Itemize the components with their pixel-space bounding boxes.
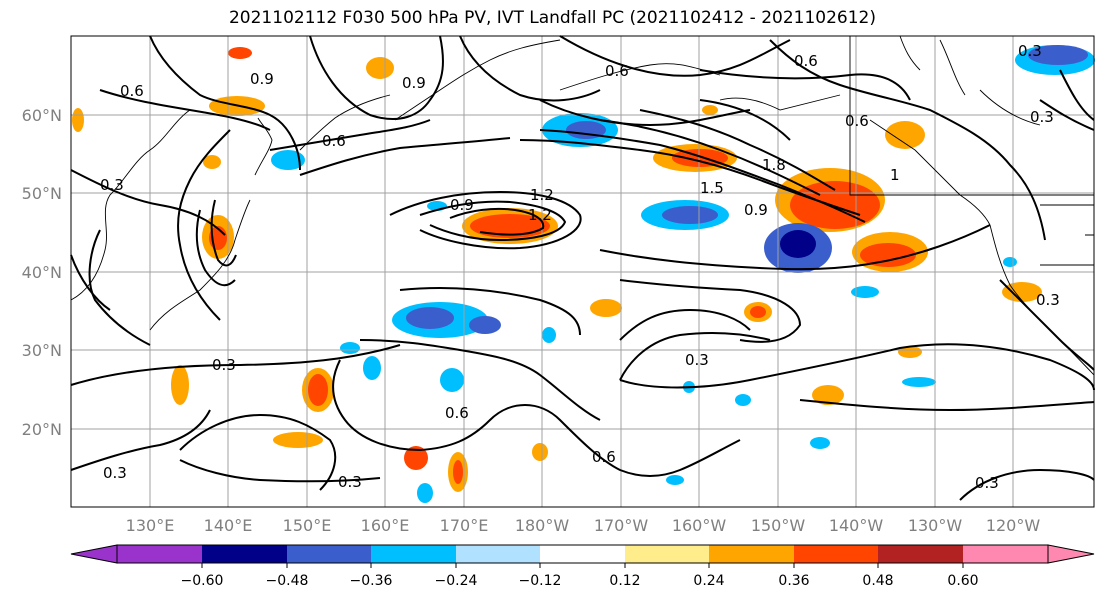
lat-label-50n: 50°N	[22, 184, 62, 203]
lon-label: 130°W	[908, 516, 963, 535]
lat-label-40n: 40°N	[22, 263, 62, 282]
colorbar-segment	[371, 545, 456, 563]
colorbar-tick-label: 0.12	[609, 573, 640, 589]
colorbar-segment	[287, 545, 371, 563]
colorbar-frame	[116, 544, 1049, 564]
colorbar-tick-label: −0.36	[350, 573, 393, 589]
map-frame	[70, 35, 1095, 508]
latitude-labels: 60°N 50°N 40°N 30°N 20°N	[22, 106, 62, 439]
contour-label: 0.3	[685, 351, 709, 369]
colorbar-extend-low	[70, 544, 118, 564]
colorbar-tick-label: 0.60	[947, 573, 978, 589]
contour-label: 0.3	[338, 473, 362, 491]
colorbar-tick-label: −0.24	[435, 573, 478, 589]
lon-label: 160°E	[361, 516, 410, 535]
lon-label: 180°W	[515, 516, 570, 535]
lat-label-60n: 60°N	[22, 106, 62, 125]
contour-label: 0.3	[212, 356, 236, 374]
contour-label: 1.5	[700, 179, 724, 197]
colorbar: −0.60 −0.48 −0.36 −0.24 −0.12 0.12 0.24 …	[70, 544, 1095, 589]
lon-label: 130°E	[126, 516, 175, 535]
colorbar-segment	[117, 545, 202, 563]
map-title: 2021102112 F030 500 hPa PV, IVT Landfall…	[228, 8, 876, 28]
pv-anomaly-shading	[72, 45, 1095, 503]
contour-label: 0.9	[450, 196, 474, 214]
colorbar-extend-high	[1047, 544, 1095, 564]
colorbar-segment	[794, 545, 878, 563]
lon-label: 170°E	[440, 516, 489, 535]
colorbar-tick-label: 0.36	[778, 573, 809, 589]
colorbar-tick-label: −0.48	[266, 573, 309, 589]
lat-label-20n: 20°N	[22, 420, 62, 439]
graticule	[71, 36, 1094, 507]
lat-label-30n: 30°N	[22, 341, 62, 360]
lon-label: 140°W	[829, 516, 884, 535]
colorbar-segment	[963, 545, 1048, 563]
lon-label: 160°W	[672, 516, 727, 535]
lon-label: 150°W	[751, 516, 806, 535]
contour-label: 0.3	[975, 474, 999, 492]
colorbar-tick-label: 0.24	[693, 573, 724, 589]
contour-label: 0.3	[103, 464, 127, 482]
lon-label: 150°E	[283, 516, 332, 535]
lon-label: 170°W	[594, 516, 649, 535]
colorbar-tick-label: −0.60	[181, 573, 224, 589]
colorbar-segment	[878, 545, 963, 563]
contour-label: 1.2	[528, 206, 552, 224]
contour-label: 0.3	[1030, 108, 1054, 126]
contour-label: 0.6	[845, 112, 869, 130]
lon-label: 140°E	[204, 516, 253, 535]
contour-label: 0.6	[605, 62, 629, 80]
contour-label: 1	[890, 166, 900, 184]
pv-contours	[70, 35, 1095, 501]
colorbar-segment	[709, 545, 794, 563]
contour-label: 0.6	[120, 82, 144, 100]
contour-label: 0.3	[100, 176, 124, 194]
contour-label: 0.6	[322, 132, 346, 150]
contour-label: 1.8	[762, 156, 786, 174]
coastlines	[70, 35, 1095, 376]
contour-label: 0.6	[592, 448, 616, 466]
contour-label: 0.9	[744, 201, 768, 219]
contour-label: 1.2	[530, 186, 554, 204]
contour-labels: 0.6 0.9 0.6 0.9 0.6 0.6 0.6 0.3 0.3 0.9 …	[100, 42, 1060, 492]
colorbar-segment	[456, 545, 540, 563]
contour-label: 0.9	[250, 70, 274, 88]
contour-label: 0.3	[1036, 291, 1060, 309]
lon-label: 120°W	[986, 516, 1041, 535]
contour-label: 0.6	[794, 52, 818, 70]
contour-label: 0.3	[1018, 42, 1042, 60]
colorbar-segment	[625, 545, 709, 563]
colorbar-tick-label: −0.12	[519, 573, 562, 589]
colorbar-segment	[540, 545, 625, 563]
contour-label: 0.9	[402, 74, 426, 92]
contour-label: 0.6	[445, 404, 469, 422]
longitude-labels: 130°E 140°E 150°E 160°E 170°E 180°W 170°…	[126, 516, 1041, 535]
colorbar-tick-label: 0.48	[862, 573, 893, 589]
colorbar-segment	[202, 545, 287, 563]
